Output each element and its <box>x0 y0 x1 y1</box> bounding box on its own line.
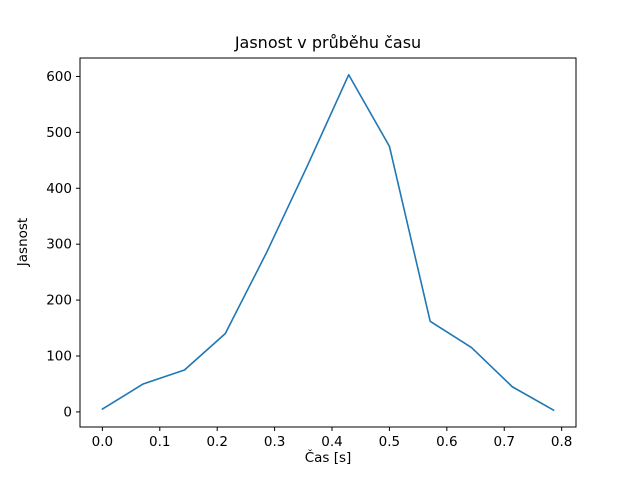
x-tick-label: 0.6 <box>436 434 457 450</box>
x-tick-label: 0.1 <box>149 434 170 450</box>
y-tick-label: 500 <box>46 125 72 141</box>
y-tick-label: 400 <box>46 181 72 197</box>
chart-title: Jasnost v průběhu času <box>234 33 421 52</box>
y-axis-label: Jasnost <box>15 218 31 267</box>
y-tick-label: 600 <box>46 69 72 85</box>
x-axis-label: Čas [s] <box>305 448 352 466</box>
x-tick-label: 0.3 <box>264 434 285 450</box>
x-tick-label: 0.2 <box>206 434 227 450</box>
y-tick-label: 300 <box>46 237 72 253</box>
x-tick-label: 0.0 <box>92 434 113 450</box>
tick-marks <box>76 75 563 431</box>
x-tick-label: 0.5 <box>379 434 400 450</box>
y-tick-label: 100 <box>46 348 72 364</box>
data-series <box>101 73 555 412</box>
brightness-line <box>101 73 555 412</box>
tick-labels: 0.0 0.1 0.2 0.3 0.4 0.5 0.6 0.7 0.8 0 100 200 300 400… <box>46 69 572 450</box>
y-tick-label: 200 <box>46 293 72 309</box>
x-tick-label: 0.7 <box>493 434 514 450</box>
x-tick-label: 0.4 <box>321 434 342 450</box>
axes-box <box>79 57 577 428</box>
y-tick-label: 0 <box>63 404 72 420</box>
x-tick-label: 0.8 <box>551 434 572 450</box>
